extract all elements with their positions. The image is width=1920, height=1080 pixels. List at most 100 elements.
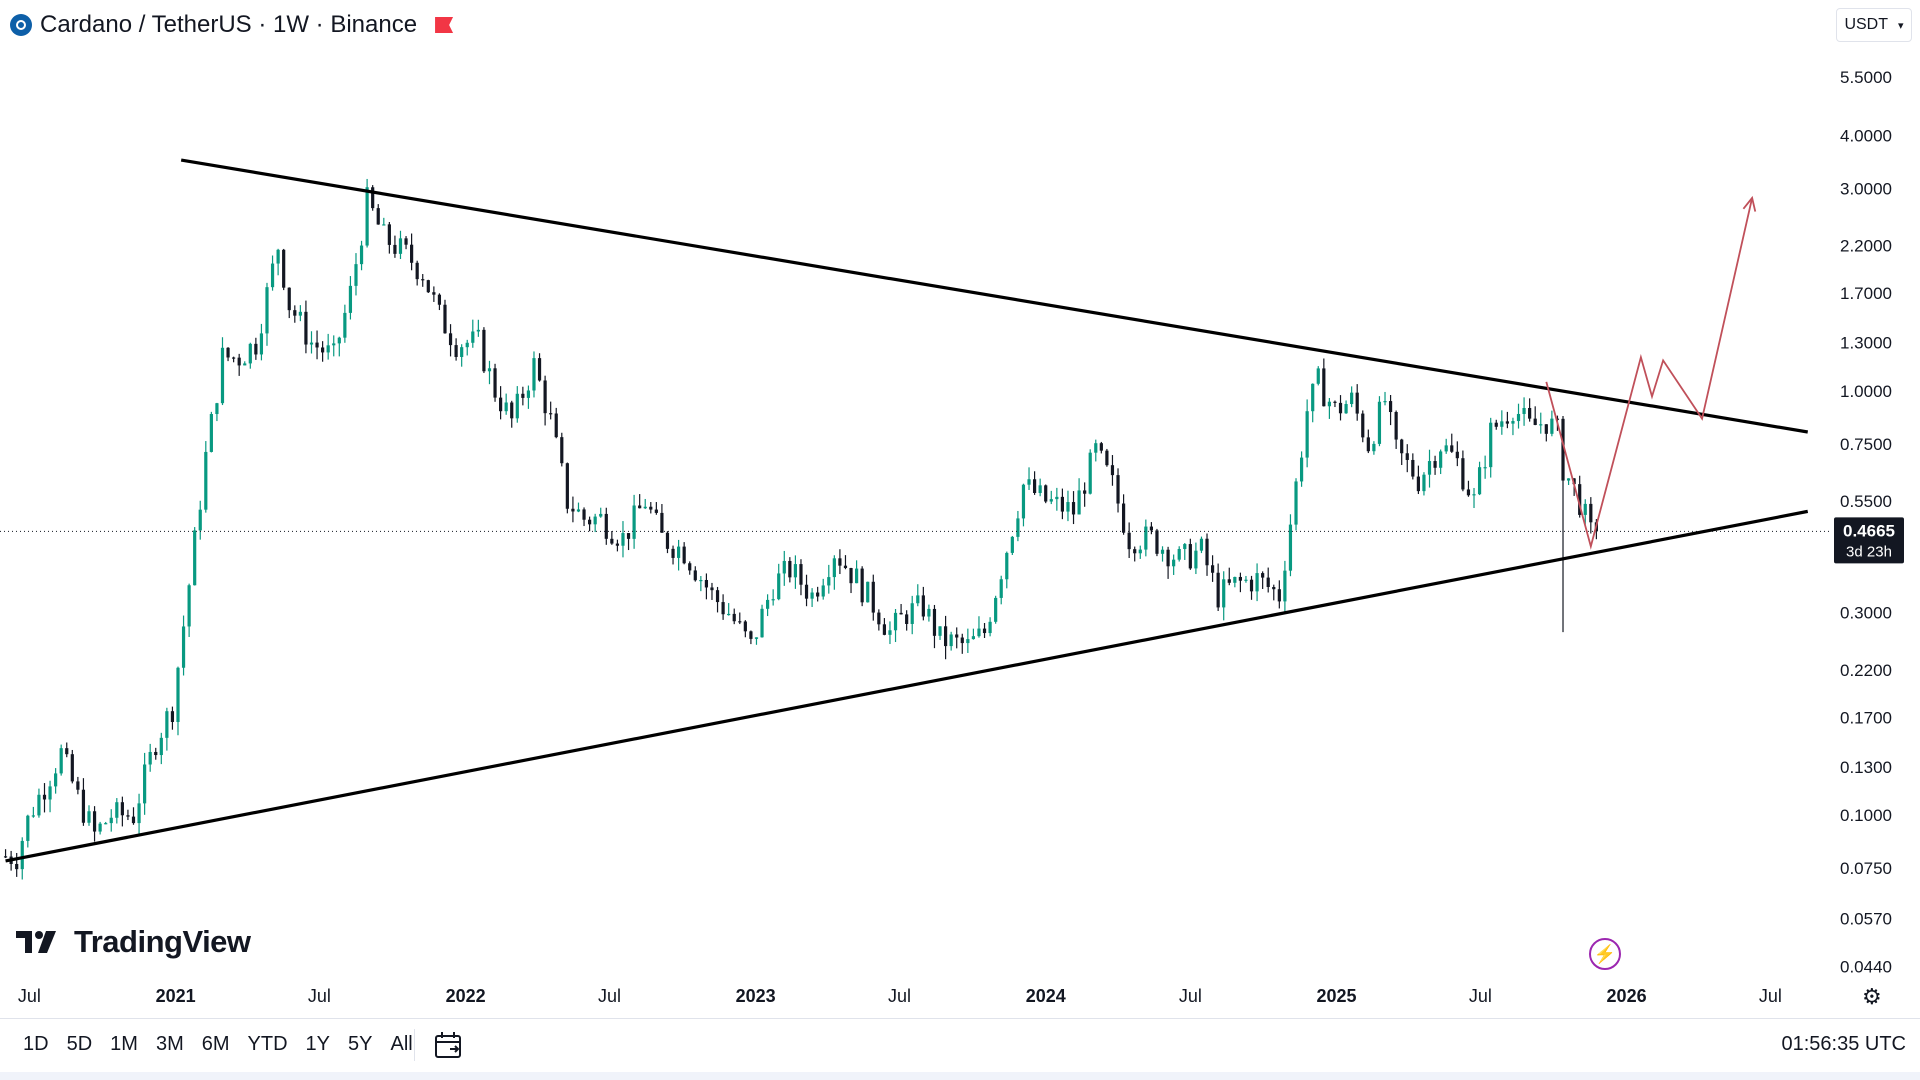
candle-down — [871, 574, 875, 621]
x-tick-label: 2025 — [1317, 986, 1357, 1006]
candle-down — [1083, 482, 1087, 507]
candle-down — [693, 566, 697, 582]
range-button-6m[interactable]: 6M — [201, 1033, 230, 1055]
candle-up — [632, 494, 636, 549]
candle-body — [1483, 467, 1487, 469]
candle-up — [248, 342, 252, 369]
candle-up — [276, 248, 280, 276]
candle-up — [504, 393, 508, 415]
candle-down — [415, 260, 419, 286]
candle-up — [760, 604, 764, 638]
gear-icon[interactable]: ⚙ — [1862, 984, 1882, 1009]
utc-clock[interactable]: 01:56:35 UTC — [1781, 1033, 1906, 1055]
candle-up — [866, 581, 870, 603]
candle-body — [955, 634, 959, 638]
candle-down — [921, 586, 925, 621]
candle-down — [816, 586, 820, 602]
candle-up — [243, 361, 247, 366]
candle-body — [1133, 549, 1137, 554]
candle-up — [1500, 410, 1504, 435]
candle-body — [671, 548, 675, 558]
range-button-5y[interactable]: 5Y — [348, 1033, 373, 1055]
candle-down — [454, 338, 458, 361]
candle-up — [1144, 519, 1148, 557]
candle-body — [165, 711, 169, 738]
candle-up — [827, 564, 831, 594]
candle-body — [732, 613, 736, 622]
range-button-ytd[interactable]: YTD — [247, 1033, 288, 1055]
tv-mark-icon — [16, 931, 56, 953]
flag-icon[interactable] — [435, 17, 454, 33]
candle-body — [248, 343, 252, 364]
candle-body — [232, 357, 236, 359]
candle-body — [588, 519, 592, 525]
candle-up — [198, 500, 202, 540]
candle-body — [1455, 451, 1459, 459]
candle-up — [1327, 397, 1331, 419]
range-button-3m[interactable]: 3M — [155, 1033, 184, 1055]
candle-body — [454, 345, 458, 357]
currency-selector[interactable]: USDT ▾ — [1836, 8, 1912, 42]
range-button-all[interactable]: All — [390, 1033, 413, 1055]
range-button-1d[interactable]: 1D — [23, 1033, 49, 1055]
currency-label: USDT — [1844, 16, 1889, 33]
candle-body — [31, 815, 35, 817]
range-button-5d[interactable]: 5D — [66, 1033, 93, 1055]
candle-down — [838, 549, 842, 575]
last-price-label: 0.4665 3d 23h — [1834, 517, 1904, 564]
range-button-1y[interactable]: 1Y — [305, 1033, 331, 1055]
candle-up — [1183, 542, 1187, 560]
candle-up — [1444, 438, 1448, 454]
candle-body — [560, 437, 564, 464]
candle-down — [1322, 358, 1326, 407]
candle-up — [1439, 449, 1443, 475]
candle-body — [727, 613, 731, 616]
candle-body — [193, 530, 197, 586]
candle-body — [1350, 392, 1354, 405]
candle-down — [154, 747, 158, 760]
candle-body — [905, 614, 909, 624]
candle-up — [1255, 563, 1259, 602]
y-tick-label: 3.0000 — [1840, 179, 1892, 198]
price-chart[interactable]: 5.5000 4.0000 3.0000 2.2000 1.7000 1.3000 1.00… — [0, 0, 1920, 1018]
candle-up — [1038, 478, 1042, 497]
candle-down — [565, 462, 569, 514]
candle-up — [1283, 560, 1287, 614]
candle-body — [1322, 368, 1326, 407]
candle-body — [282, 249, 286, 288]
candle-down — [715, 586, 720, 613]
candle-down — [1411, 453, 1415, 480]
range-button-1m[interactable]: 1M — [110, 1033, 138, 1055]
candle-body — [1199, 538, 1204, 551]
symbol-title[interactable]: Cardano / TetherUS · 1W · Binance — [40, 11, 418, 38]
x-tick-label: 2026 — [1607, 986, 1647, 1006]
calendar-icon[interactable] — [434, 1031, 464, 1059]
candle-body — [799, 564, 803, 585]
candle-up — [398, 230, 403, 260]
bolt-icon[interactable]: ⚡ — [1589, 938, 1621, 970]
candle-down — [1227, 567, 1231, 586]
candle-up — [220, 337, 225, 406]
y-tick-label: 1.3000 — [1840, 334, 1892, 353]
candle-down — [293, 305, 297, 323]
candle-up — [181, 615, 186, 676]
candle-up — [1055, 487, 1059, 511]
candle-body — [365, 187, 369, 246]
candle-body — [404, 238, 408, 245]
candle-down — [1528, 398, 1532, 422]
y-tick-label: 4.0000 — [1840, 126, 1892, 145]
candle-body — [977, 628, 981, 637]
tradingview-logo[interactable]: TradingView — [16, 924, 251, 960]
candle-up — [977, 616, 981, 638]
candle-body — [104, 823, 108, 825]
candle-body — [298, 311, 302, 316]
candle-up — [938, 626, 942, 640]
candle-body — [677, 546, 681, 558]
candle-up — [1477, 461, 1482, 496]
candle-down — [1578, 475, 1582, 518]
candle-body — [999, 579, 1003, 598]
y-tick-label: 2.2000 — [1840, 237, 1892, 256]
candle-up — [1194, 542, 1198, 575]
candle-body — [1299, 457, 1304, 482]
candle-body — [1272, 587, 1276, 590]
